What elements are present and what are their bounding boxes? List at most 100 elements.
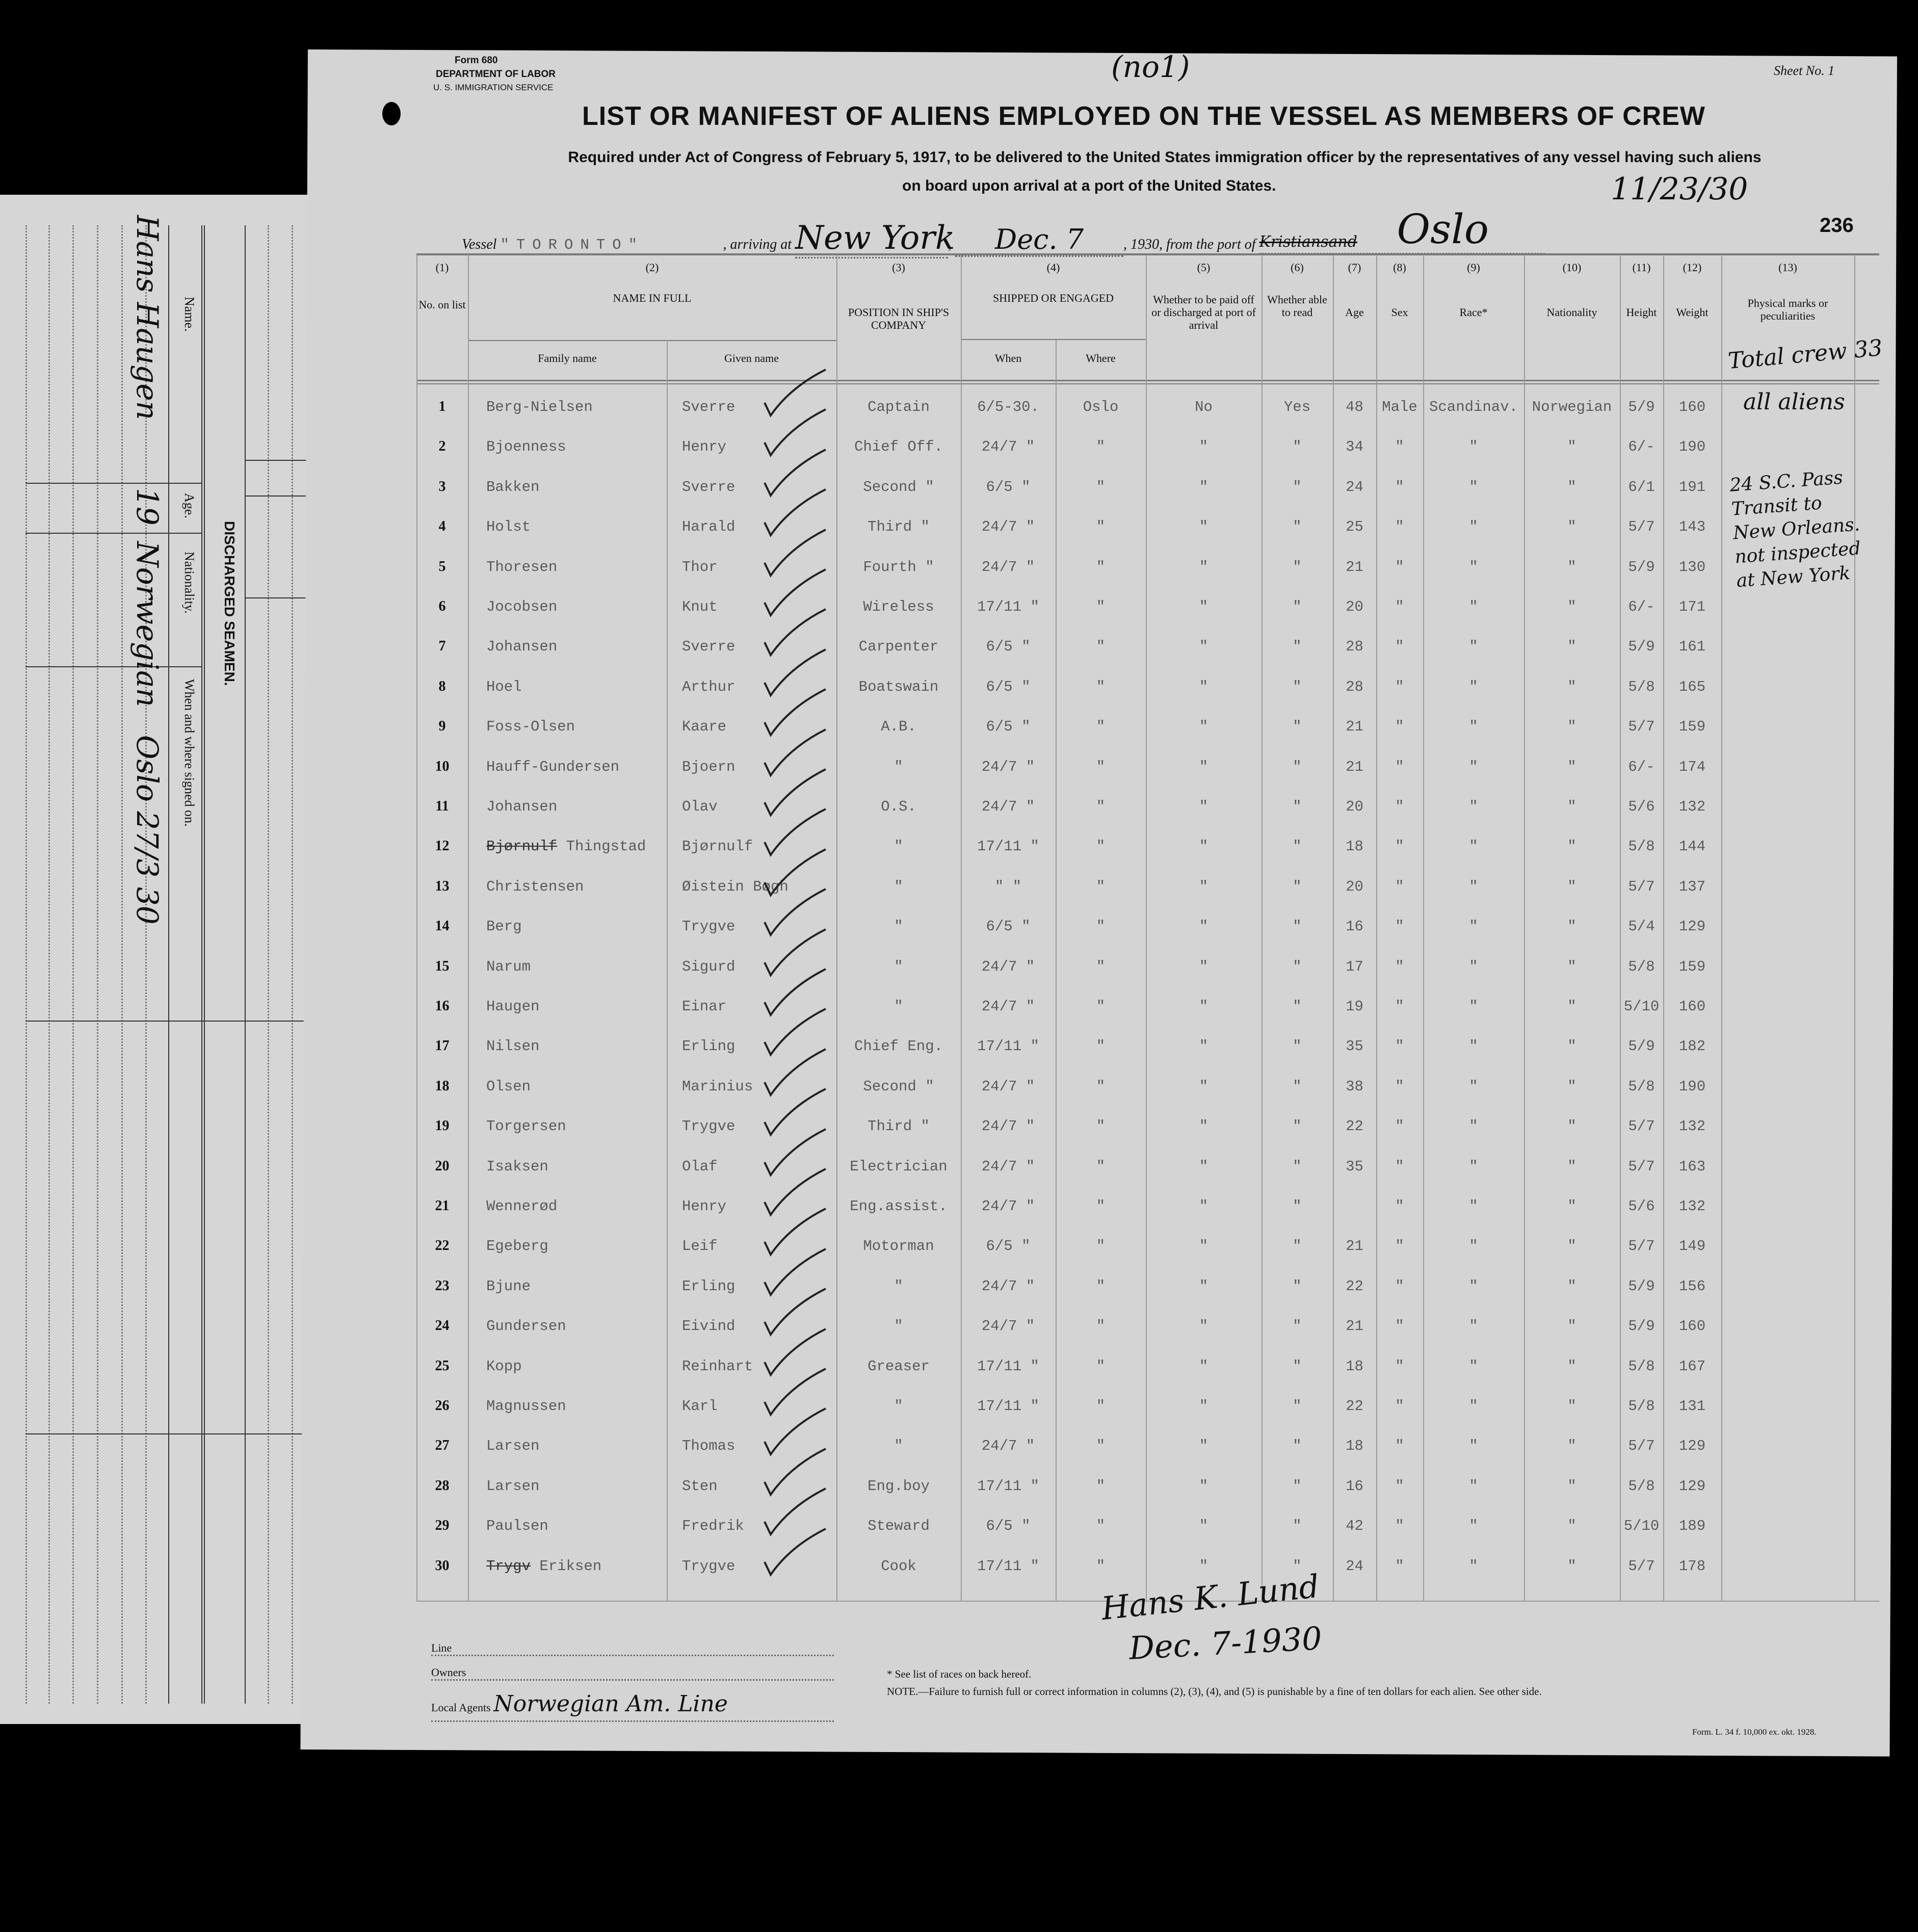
weight: 171 <box>1678 598 1706 615</box>
agents-label: Local Agents <box>431 1701 491 1714</box>
all-aliens-note: all aliens <box>1743 389 1845 415</box>
checkmark-icon <box>764 1208 826 1257</box>
able-to-read: " <box>1293 1398 1302 1415</box>
row-number: 4 <box>438 518 446 535</box>
line-label: Line <box>431 1641 452 1654</box>
family-name: Bakken <box>486 478 540 495</box>
position: Chief Eng. <box>854 1038 943 1055</box>
position: Fourth " <box>863 558 934 576</box>
sex: " <box>1395 638 1404 656</box>
shipped-where: " <box>1096 878 1106 895</box>
row-number: 14 <box>435 918 450 934</box>
given-name: Sverre <box>682 399 735 415</box>
age: 21 <box>1346 758 1363 775</box>
age: 17 <box>1346 958 1363 975</box>
height: 5/8 <box>1628 958 1655 975</box>
checkmark-icon <box>764 808 826 857</box>
rule <box>25 483 201 484</box>
vessel-name: "TORONTO" <box>500 237 720 255</box>
able-to-read: " <box>1293 438 1302 456</box>
race: " <box>1469 918 1478 935</box>
shipped-where: " <box>1096 1277 1106 1295</box>
header-given-name: Given name <box>724 352 779 364</box>
sex: " <box>1395 598 1404 615</box>
family-name: Berg-Nielsen <box>486 399 593 415</box>
height: 5/8 <box>1628 1398 1655 1415</box>
height: 5/8 <box>1628 838 1655 855</box>
nationality: " <box>1567 838 1577 855</box>
age: 21 <box>1346 1238 1363 1255</box>
height: 5/9 <box>1628 1318 1655 1335</box>
sex: " <box>1395 918 1404 935</box>
sex: " <box>1395 998 1404 1015</box>
checkmark-icon <box>764 408 826 458</box>
weight: 178 <box>1678 1557 1706 1575</box>
position: Boatswain <box>858 678 939 695</box>
row-number: 17 <box>435 1038 450 1054</box>
family-name: Magnussen <box>486 1398 566 1415</box>
able-to-read: " <box>1293 558 1302 576</box>
checkmark-icon <box>764 488 826 538</box>
position: Wireless <box>863 598 934 615</box>
given-name: Reinhart <box>682 1357 753 1375</box>
position: Chief Off. <box>854 438 943 456</box>
weight: 190 <box>1678 1078 1706 1095</box>
row-number: 10 <box>435 758 450 774</box>
row-number: 2 <box>438 438 446 455</box>
shipped-where: " <box>1096 678 1106 695</box>
nationality: " <box>1567 878 1577 895</box>
dotted-rule <box>25 225 27 1704</box>
given-name: Fredrik <box>682 1518 744 1535</box>
column-rule <box>1333 255 1334 1601</box>
race: " <box>1469 1438 1478 1455</box>
nationality: " <box>1567 478 1577 495</box>
race: " <box>1469 438 1478 456</box>
from-port: Oslo <box>1397 205 1489 253</box>
race: " <box>1469 1357 1478 1375</box>
paid-off: " <box>1199 958 1208 975</box>
sex: " <box>1395 1078 1404 1095</box>
row-number: 16 <box>435 998 450 1014</box>
able-to-read: " <box>1293 1557 1302 1575</box>
paid-off: " <box>1199 798 1208 815</box>
weight: 129 <box>1678 1438 1706 1455</box>
struck-name: Trygv <box>486 1557 531 1575</box>
paid-off: " <box>1199 1118 1208 1135</box>
height: 5/8 <box>1628 1477 1655 1495</box>
agents-value: Norwegian Am. Line <box>493 1691 728 1717</box>
sex: " <box>1395 1357 1404 1375</box>
weight: 159 <box>1678 718 1706 736</box>
age: 42 <box>1346 1518 1363 1535</box>
nationality: " <box>1567 958 1577 975</box>
dotted-rule <box>121 225 123 1704</box>
able-to-read: " <box>1293 758 1302 775</box>
weight: 130 <box>1678 558 1706 576</box>
dotted-rule <box>97 225 98 1704</box>
header-age: Age <box>1345 306 1364 319</box>
paid-off: " <box>1199 838 1208 855</box>
given-name: Sigurd <box>682 958 735 975</box>
weight: 159 <box>1678 958 1706 975</box>
family-name: Christensen <box>486 878 584 895</box>
able-to-read: " <box>1293 1518 1302 1535</box>
able-to-read: " <box>1293 1318 1302 1335</box>
family-name: Bjune <box>486 1277 531 1295</box>
race: " <box>1469 718 1478 736</box>
given-name: Trygve <box>682 1557 735 1575</box>
family-name: Johansen <box>486 798 558 815</box>
punch-hole <box>382 102 401 125</box>
shipped-when: 24/7 " <box>981 798 1035 815</box>
age: 18 <box>1346 1357 1363 1375</box>
name-subheader-rule <box>468 340 836 341</box>
shipped-where: " <box>1096 1518 1106 1535</box>
checkmark-icon <box>764 528 826 578</box>
races-note: * See list of races on back hereof. <box>887 1668 1032 1680</box>
nationality: " <box>1567 798 1577 815</box>
position: " <box>894 1438 903 1455</box>
age: 35 <box>1346 1158 1363 1175</box>
given-name: Einar <box>682 998 727 1015</box>
nationality: " <box>1567 558 1577 576</box>
nationality: " <box>1567 438 1577 456</box>
sex: " <box>1395 1118 1404 1135</box>
